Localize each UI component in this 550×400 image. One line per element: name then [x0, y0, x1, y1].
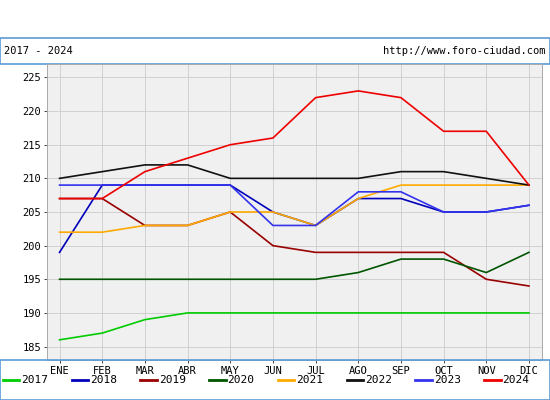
Text: 2017 - 2024: 2017 - 2024 — [4, 46, 73, 56]
Text: 2020: 2020 — [228, 375, 255, 385]
Text: 2018: 2018 — [90, 375, 117, 385]
Text: 2017: 2017 — [21, 375, 48, 385]
Text: 2022: 2022 — [365, 375, 392, 385]
Text: 2023: 2023 — [434, 375, 461, 385]
Text: Evolucion num de emigrantes en Marchena: Evolucion num de emigrantes en Marchena — [97, 12, 453, 26]
Text: 2024: 2024 — [503, 375, 530, 385]
Text: http://www.foro-ciudad.com: http://www.foro-ciudad.com — [383, 46, 546, 56]
Text: 2021: 2021 — [296, 375, 323, 385]
Text: 2019: 2019 — [159, 375, 186, 385]
